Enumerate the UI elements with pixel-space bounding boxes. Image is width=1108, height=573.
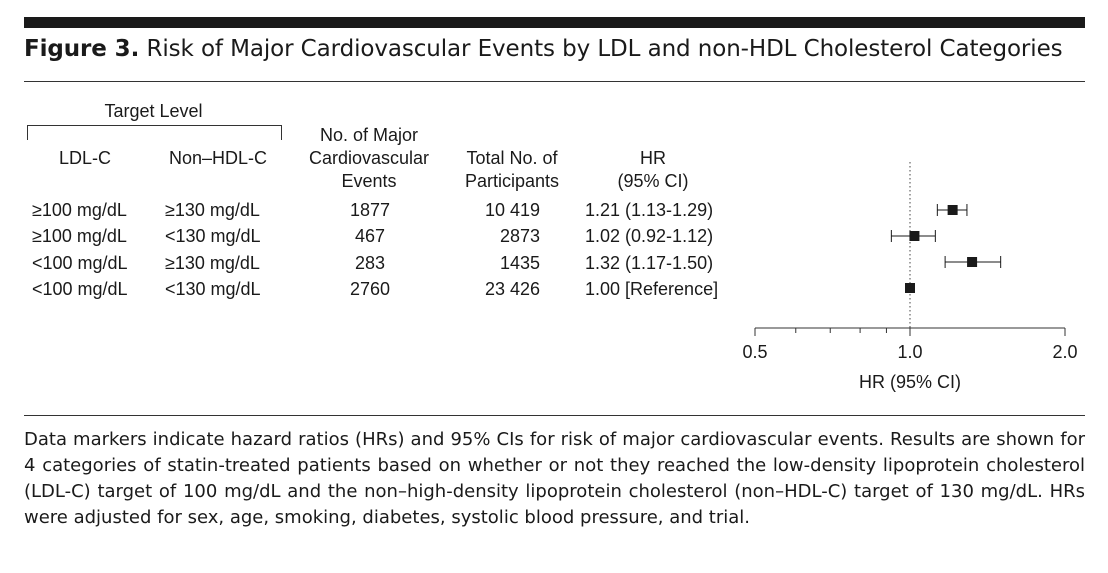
participants-header-2: Participants (464, 171, 560, 191)
hr-marker (909, 231, 920, 241)
row-nonhdl: ≥130 mg/dL (165, 253, 260, 273)
title-rule (24, 81, 1085, 82)
ldl-header: LDL-C (58, 148, 111, 168)
hr-marker (905, 283, 915, 293)
row-ldl: ≥100 mg/dL (32, 200, 127, 220)
events-header-2: Cardiovascular (308, 148, 430, 168)
figure-title: Figure 3. Risk of Major Cardiovascular E… (24, 36, 1063, 62)
row-participants: 2873 (499, 226, 540, 246)
row-nonhdl: ≥130 mg/dL (165, 200, 260, 220)
x-axis-label: HR (95% CI) (859, 372, 961, 392)
x-tick-label: 1.0 (897, 342, 922, 362)
row-hr: 1.32 (1.17-1.50) (585, 253, 714, 273)
row-events: 467 (354, 226, 386, 246)
figure-caption: Data markers indicate hazard ratios (HRs… (24, 429, 1085, 528)
hr-header-1: HR (640, 148, 666, 168)
row-events: 1877 (349, 200, 391, 220)
nonhdl-header: Non–HDL-C (168, 148, 268, 168)
target-level-header: Target Level (104, 101, 203, 121)
figure-label: Figure 3. (24, 36, 140, 62)
row-hr: 1.02 (0.92-1.12) (585, 226, 714, 246)
x-tick-label: 0.5 (742, 342, 767, 362)
hr-marker (967, 257, 978, 267)
row-nonhdl: <130 mg/dL (165, 226, 261, 246)
row-events: 2760 (349, 279, 391, 299)
row-hr: 1.21 (1.13-1.29) (585, 200, 714, 220)
row-participants: 1435 (499, 253, 540, 273)
hr-header-2: (95% CI) (617, 171, 689, 191)
row-ldl: <100 mg/dL (32, 253, 128, 273)
row-ldl: <100 mg/dL (32, 279, 128, 299)
row-ldl: ≥100 mg/dL (32, 226, 127, 246)
top-bar (24, 17, 1085, 28)
hr-marker (947, 205, 958, 215)
caption-rule (24, 415, 1085, 416)
row-participants: 10 419 (484, 200, 540, 220)
events-header-3: Events (341, 171, 397, 191)
forest-plot: 0.5 1.0 2.0 HR (95% CI) (742, 162, 1078, 392)
figure-title-text: Risk of Major Cardiovascular Events by L… (146, 36, 1063, 62)
row-hr: 1.00 [Reference] (585, 279, 719, 299)
events-header-1: No. of Major (319, 125, 419, 145)
row-participants: 23 426 (484, 279, 540, 299)
x-tick-label: 2.0 (1052, 342, 1077, 362)
target-level-bracket (27, 125, 282, 140)
row-events: 283 (354, 253, 386, 273)
participants-header-1: Total No. of (466, 148, 558, 168)
row-nonhdl: <130 mg/dL (165, 279, 261, 299)
